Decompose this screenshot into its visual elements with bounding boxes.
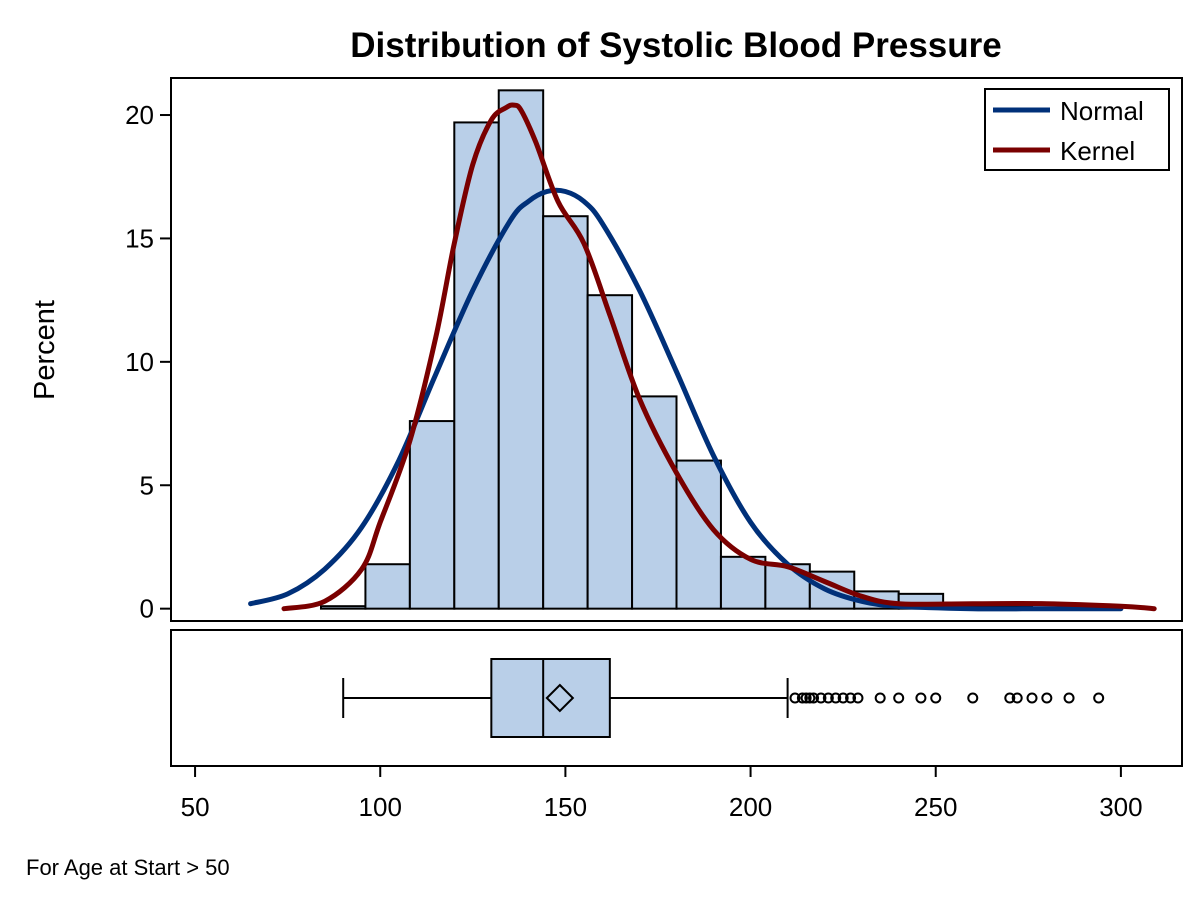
boxplot-outlier [822, 692, 834, 704]
boxplot [342, 658, 1105, 738]
chart-title: Distribution of Systolic Blood Pressure [350, 26, 1001, 65]
x-tick-label: 250 [914, 792, 957, 822]
boxplot-mean-marker [545, 683, 575, 713]
legend-label-kernel: Kernel [1060, 136, 1135, 166]
boxplot-outlier [1041, 692, 1053, 704]
x-axis: 50 100 150 200 250 300 [181, 766, 1143, 822]
y-axis: 0 5 10 15 20 [125, 100, 171, 624]
legend-label-normal: Normal [1060, 96, 1144, 126]
boxplot-outlier [800, 692, 812, 704]
boxplot-panel-frame [170, 629, 1183, 767]
boxplot-outlier [804, 692, 816, 704]
histogram-bar [497, 89, 545, 610]
boxplot-outlier [1011, 692, 1023, 704]
boxplot-outlier [1026, 692, 1038, 704]
boxplot-outlier [915, 692, 927, 704]
boxplot-outlier [1004, 692, 1016, 704]
boxplot-box [490, 658, 611, 738]
x-tick-label: 100 [359, 792, 402, 822]
x-tick-label: 200 [729, 792, 772, 822]
boxplot-outlier [874, 692, 886, 704]
boxplot-outlier [830, 692, 842, 704]
svg-text:Percent: Percent [29, 300, 61, 400]
x-tick-label: 50 [181, 792, 210, 822]
density-curves [248, 102, 1157, 612]
histogram-panel-frame [170, 77, 1183, 622]
legend-box [984, 88, 1170, 171]
histogram-bar [319, 605, 367, 610]
boxplot-outlier [808, 692, 820, 704]
x-tick-label: 150 [544, 792, 587, 822]
histogram-bar [719, 555, 767, 610]
series-line-normal [248, 187, 1124, 612]
boxplot-outlier [893, 692, 905, 704]
histogram-bar [453, 121, 500, 610]
series-line-kernel [281, 102, 1157, 612]
boxplot-outlier [845, 692, 857, 704]
histogram-bar [586, 294, 634, 610]
x-tick-label: 300 [1099, 792, 1142, 822]
boxplot-outlier [852, 692, 864, 704]
y-tick-label: 5 [140, 470, 154, 500]
histogram-bar [542, 215, 589, 610]
y-axis-label: Percent [29, 300, 61, 400]
histogram-bar [364, 563, 411, 610]
boxplot-outlier [796, 692, 808, 704]
boxplot-outlier [1063, 692, 1075, 704]
boxplot-outlier [967, 692, 979, 704]
boxplot-outlier [789, 692, 801, 704]
y-tick-label: 10 [125, 347, 154, 377]
boxplot-outlier [815, 692, 827, 704]
y-tick-label: 20 [125, 100, 154, 130]
legend: Normal Kernel [984, 88, 1170, 171]
y-tick-label: 15 [125, 223, 154, 253]
boxplot-outlier [837, 692, 849, 704]
y-tick-label: 0 [140, 594, 154, 624]
footnote: For Age at Start > 50 [26, 855, 230, 880]
boxplot-outlier [930, 692, 942, 704]
histogram-bar [408, 420, 456, 610]
boxplot-outlier [1093, 692, 1105, 704]
